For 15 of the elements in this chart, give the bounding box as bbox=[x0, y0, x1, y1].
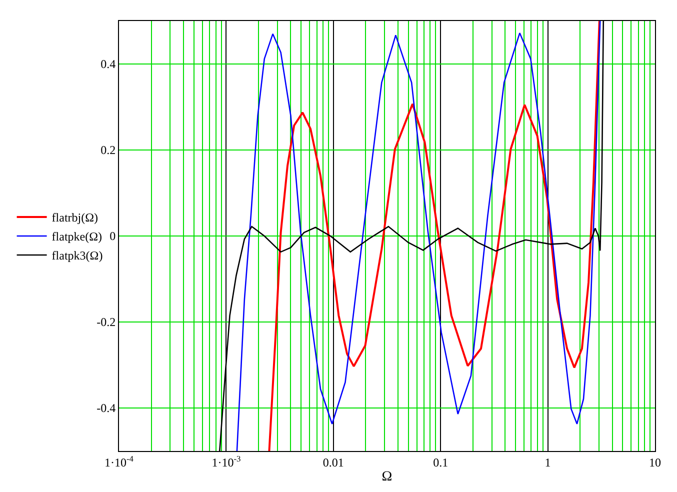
y-tick-label: 0.4 bbox=[100, 57, 116, 72]
x-tick-label: 1·10$^{-3}$ bbox=[212, 454, 241, 470]
y-tick-label: -0.2 bbox=[96, 315, 116, 330]
y-tick-label: 0 bbox=[110, 229, 116, 244]
x-axis-title: Ω bbox=[382, 470, 392, 485]
y-tick-label: -0.4 bbox=[96, 401, 116, 416]
x-tick-label: 1 bbox=[544, 455, 551, 470]
x-tick-label: 0.01 bbox=[322, 455, 344, 470]
legend-label: flatrbj(Ω) bbox=[52, 210, 98, 225]
x-tick-label: 0.1 bbox=[433, 455, 448, 470]
x-tick-label: 10 bbox=[649, 455, 661, 470]
x-tick-label: 1·10$^{-4}$ bbox=[104, 454, 134, 470]
legend-label: flatpke(Ω) bbox=[52, 230, 102, 244]
legend-label: flatpk3(Ω) bbox=[52, 248, 103, 263]
y-tick-label: 0.2 bbox=[100, 143, 116, 158]
